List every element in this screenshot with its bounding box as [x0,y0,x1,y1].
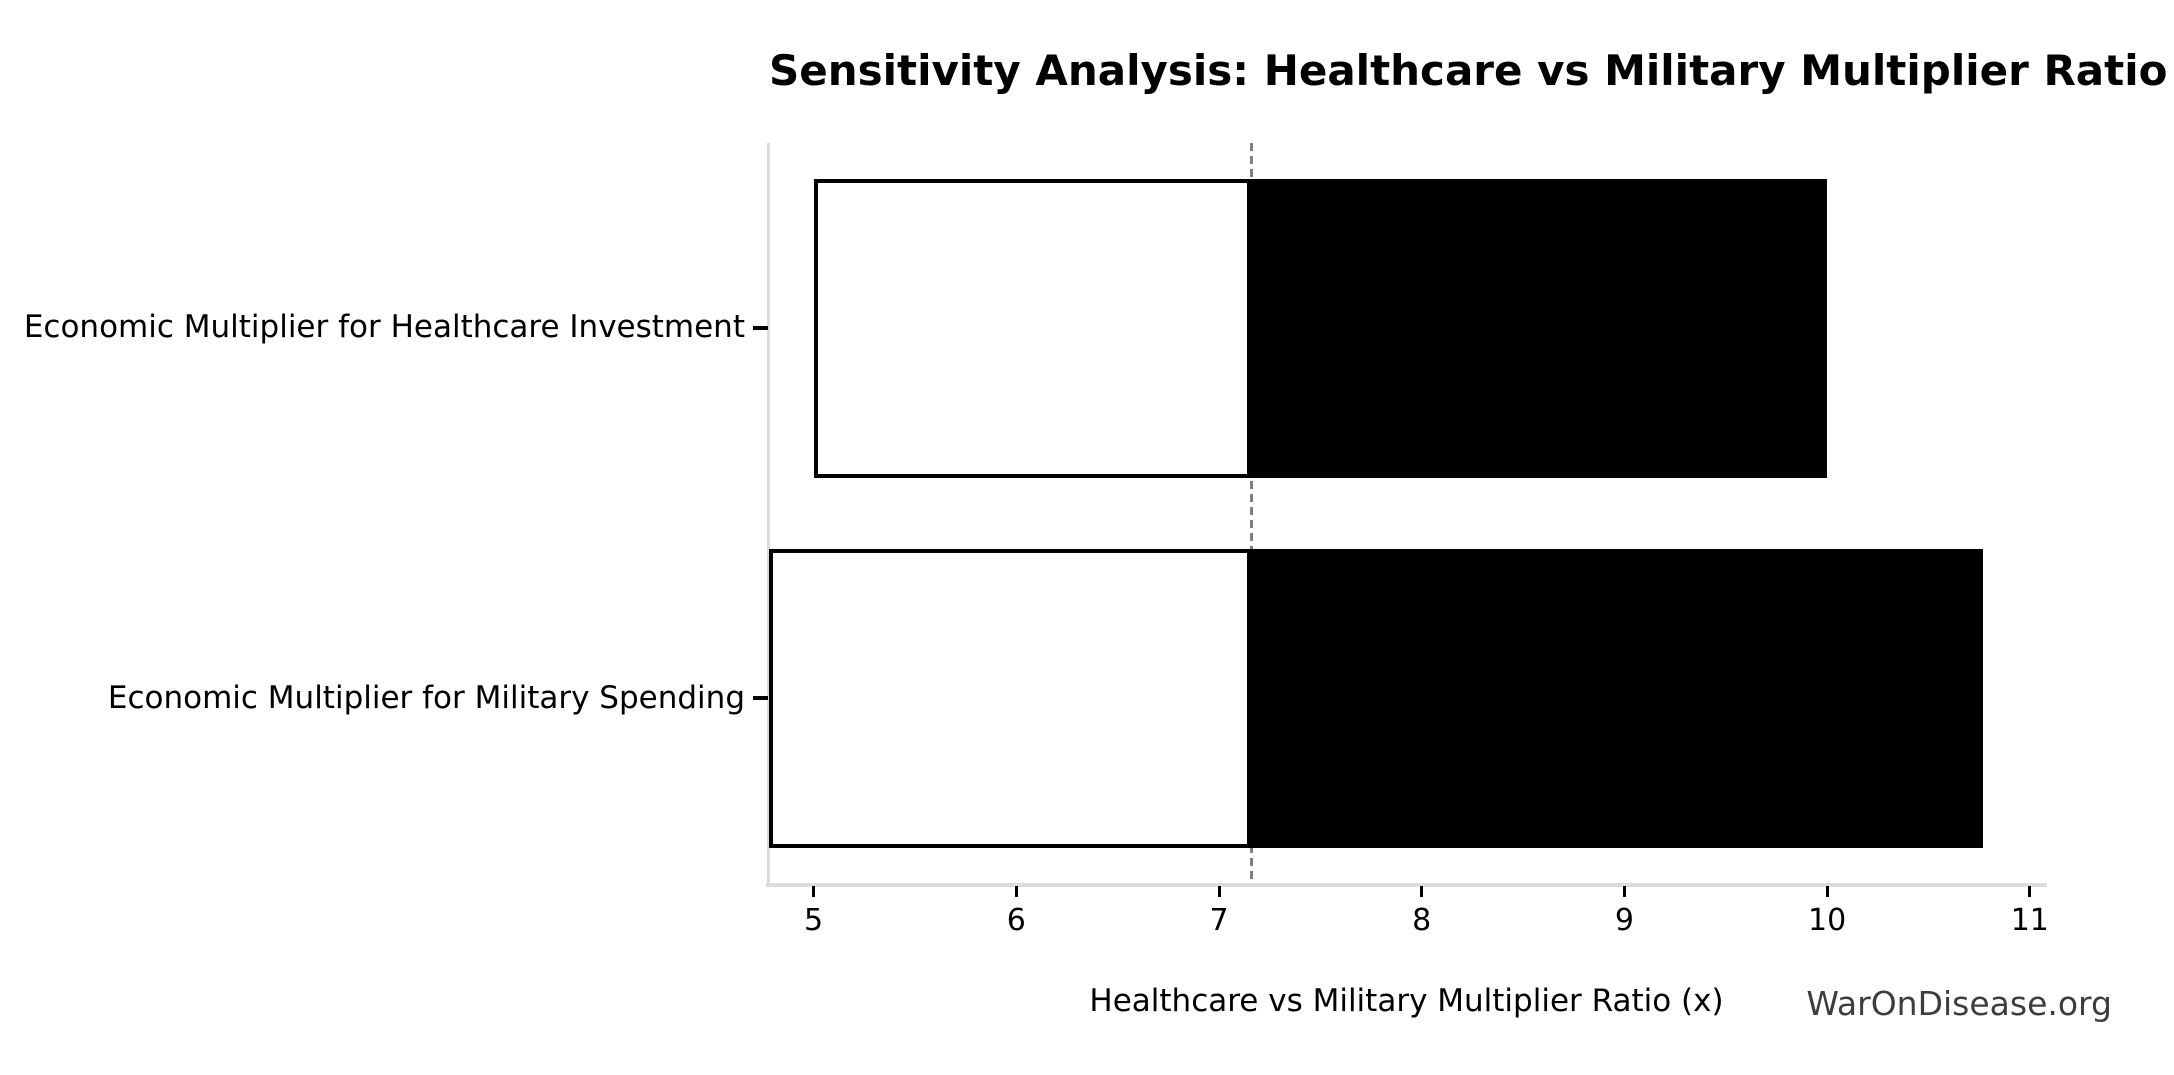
x-tick [2028,886,2032,897]
bar-high-segment [1251,178,1828,478]
x-tick [1217,886,1221,897]
baseline-line [1250,143,1253,883]
watermark: WarOnDisease.org [1806,984,2112,1023]
x-tick-label: 5 [804,903,824,938]
bar-low-segment [813,178,1252,478]
bar-high-segment [1251,548,1984,848]
x-tick-label: 6 [1006,903,1026,938]
x-axis-label: Healthcare vs Military Multiplier Ratio … [1089,983,1724,1019]
category-label-military: Economic Multiplier for Military Spendin… [107,680,745,716]
x-tick [1420,886,1424,897]
x-tick [812,886,816,897]
x-tick [1622,886,1626,897]
bar-low-segment [769,548,1252,848]
category-label-healthcare: Economic Multiplier for Healthcare Inves… [23,309,745,345]
left-spine [767,143,770,887]
x-tick [1014,886,1018,897]
x-tick [1825,886,1829,897]
x-tick-label: 11 [2010,903,2049,938]
bottom-spine [766,883,2047,887]
y-tick [753,326,768,330]
x-tick-label: 10 [1808,903,1847,938]
x-tick-label: 9 [1614,903,1634,938]
x-tick-label: 7 [1209,903,1229,938]
chart-title: Sensitivity Analysis: Healthcare vs Mili… [769,46,2168,95]
plot-area: 5 6 7 8 9 10 11 [753,143,2049,938]
x-tick-label: 8 [1412,903,1432,938]
y-tick [753,696,768,700]
